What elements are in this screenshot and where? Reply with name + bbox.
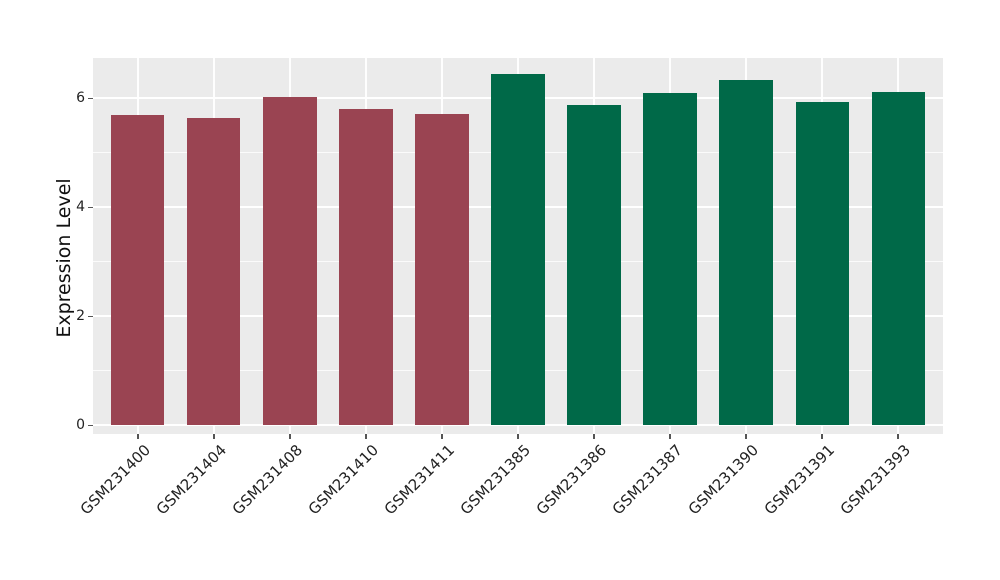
y-tick-mark <box>88 97 93 99</box>
y-tick-label: 2 <box>76 308 85 325</box>
y-tick-mark <box>88 424 93 426</box>
bar-gsm231404 <box>187 118 241 426</box>
x-tick-label: GSM231391 <box>760 441 838 519</box>
bar-gsm231391 <box>795 101 849 426</box>
bar-gsm231400 <box>111 114 165 426</box>
x-tick-label: GSM231387 <box>608 441 686 519</box>
x-tick-mark <box>669 434 671 439</box>
x-tick-label: GSM231404 <box>152 441 230 519</box>
plot-panel <box>93 58 943 434</box>
x-tick-label: GSM231408 <box>228 441 306 519</box>
x-tick-label: GSM231411 <box>380 441 458 519</box>
y-gridline-major <box>93 424 943 427</box>
y-tick-label: 0 <box>76 417 85 434</box>
x-tick-mark <box>365 434 367 439</box>
bar-gsm231393 <box>871 91 925 426</box>
x-tick-label: GSM231400 <box>76 441 154 519</box>
x-tick-mark <box>897 434 899 439</box>
x-tick-mark <box>517 434 519 439</box>
x-tick-mark <box>821 434 823 439</box>
y-tick-label: 6 <box>76 90 85 107</box>
x-tick-mark <box>745 434 747 439</box>
y-tick-mark <box>88 315 93 317</box>
x-tick-label: GSM231390 <box>684 441 762 519</box>
x-tick-mark <box>137 434 139 439</box>
y-tick-label: 4 <box>76 199 85 216</box>
bar-gsm231387 <box>643 93 697 426</box>
x-tick-label: GSM231393 <box>836 441 914 519</box>
x-tick-label: GSM231410 <box>304 441 382 519</box>
x-tick-mark <box>289 434 291 439</box>
bar-gsm231411 <box>415 114 469 426</box>
x-tick-mark <box>213 434 215 439</box>
bar-gsm231408 <box>263 96 317 426</box>
bar-gsm231386 <box>567 104 621 426</box>
x-tick-label: GSM231386 <box>532 441 610 519</box>
x-tick-mark <box>593 434 595 439</box>
x-tick-mark <box>441 434 443 439</box>
bar-gsm231390 <box>719 80 773 426</box>
bar-gsm231410 <box>339 108 393 426</box>
x-tick-label: GSM231385 <box>456 441 534 519</box>
y-tick-mark <box>88 206 93 208</box>
bar-gsm231385 <box>491 73 545 426</box>
